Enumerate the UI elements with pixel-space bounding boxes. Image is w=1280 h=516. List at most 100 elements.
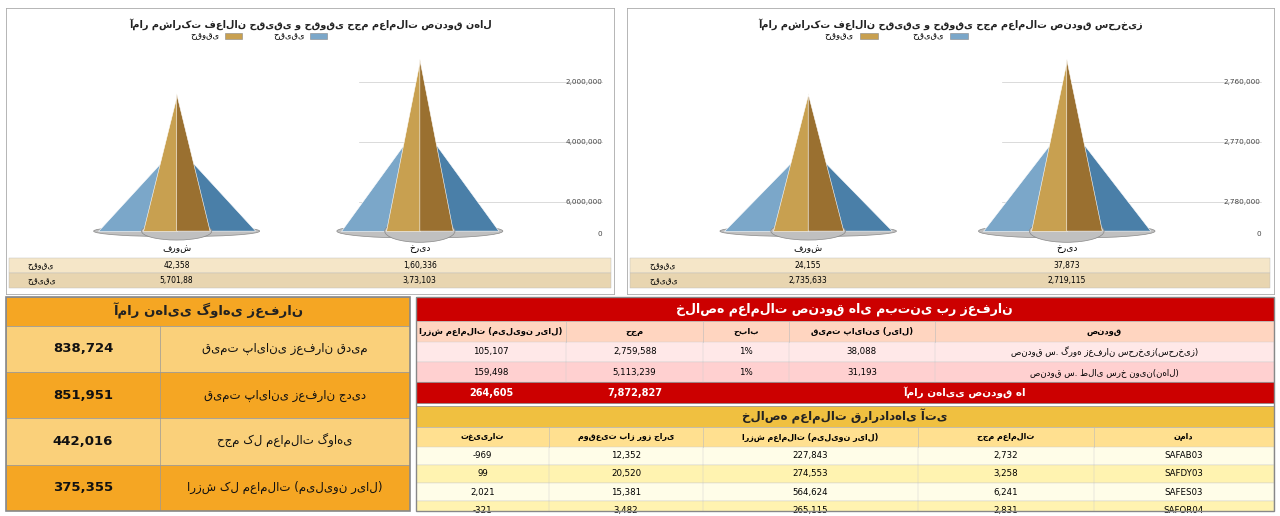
Bar: [6, 464, 410, 511]
Text: خرید: خرید: [1056, 244, 1078, 253]
Text: 5,701,88: 5,701,88: [160, 276, 193, 285]
Text: 3,482: 3,482: [614, 506, 639, 515]
Text: حجم معاملات: حجم معاملات: [977, 432, 1034, 442]
Text: 227,843: 227,843: [792, 451, 828, 460]
Text: 851,951: 851,951: [52, 389, 113, 401]
Bar: [416, 342, 1274, 362]
Text: 2,831: 2,831: [993, 506, 1018, 515]
Text: 265,115: 265,115: [792, 506, 828, 515]
Bar: [416, 483, 1274, 501]
Text: آمار نهایی گواهی زعفران: آمار نهایی گواهی زعفران: [113, 303, 303, 319]
Text: 7,872,827: 7,872,827: [607, 388, 662, 397]
Bar: [9, 273, 612, 288]
Text: خرید: خرید: [410, 244, 430, 253]
Text: 105,107: 105,107: [474, 347, 509, 357]
Polygon shape: [808, 145, 892, 231]
Text: حقوقی: حقوقی: [824, 31, 854, 41]
Text: فروش: فروش: [794, 244, 823, 253]
Text: صندوق س. طلای سرخ نوین(نهال): صندوق س. طلای سرخ نوین(نهال): [1030, 368, 1179, 377]
Ellipse shape: [142, 222, 211, 240]
Bar: [631, 273, 1270, 288]
Polygon shape: [340, 122, 420, 231]
Text: 15,381: 15,381: [611, 488, 641, 496]
Bar: [416, 297, 1274, 321]
Text: 274,553: 274,553: [792, 470, 828, 478]
Text: آمار مشارکت فعالان حقیقی و حقوقی حجم معاملات صندوق سحرخیز: آمار مشارکت فعالان حقیقی و حقوقی حجم معا…: [758, 18, 1143, 29]
Text: 1%: 1%: [740, 347, 753, 357]
Text: 375,355: 375,355: [52, 481, 113, 494]
Bar: [310, 33, 328, 39]
Polygon shape: [420, 59, 453, 231]
Text: آمار مشارکت فعالان حقیقی و حقوقی حجم معاملات صندوق نهال: آمار مشارکت فعالان حقیقی و حقوقی حجم معا…: [129, 18, 492, 29]
Text: 3,258: 3,258: [993, 470, 1018, 478]
Polygon shape: [1066, 59, 1102, 231]
Bar: [416, 321, 1274, 342]
Bar: [950, 33, 969, 39]
Text: 0: 0: [1256, 231, 1261, 237]
Text: قیمت پایانی زعفران جدید: قیمت پایانی زعفران جدید: [204, 389, 366, 401]
Polygon shape: [1066, 122, 1151, 231]
Text: نماد: نماد: [1174, 432, 1193, 442]
Text: حجم کل معاملات گواهی: حجم کل معاملات گواهی: [216, 434, 352, 448]
Bar: [860, 33, 878, 39]
Text: 2,732: 2,732: [993, 451, 1018, 460]
Text: SAFDY03: SAFDY03: [1164, 470, 1203, 478]
Text: SAFES03: SAFES03: [1165, 488, 1203, 496]
Text: حقیقی: حقیقی: [28, 276, 56, 285]
Text: حقوقی: حقوقی: [28, 261, 54, 270]
Text: حجم: حجم: [626, 327, 644, 336]
Bar: [225, 33, 242, 39]
Text: 2,735,633: 2,735,633: [788, 276, 828, 285]
Text: 6,000,000: 6,000,000: [566, 200, 603, 205]
Bar: [631, 259, 1270, 273]
Text: 38,088: 38,088: [847, 347, 877, 357]
Bar: [416, 501, 1274, 516]
Text: 2,780,000: 2,780,000: [1224, 200, 1261, 205]
Ellipse shape: [93, 225, 260, 237]
Text: -969: -969: [472, 451, 492, 460]
Text: خلاصه معاملات قراردادهای آتی: خلاصه معاملات قراردادهای آتی: [742, 409, 947, 424]
Text: حقوقی: حقوقی: [189, 31, 219, 41]
Text: حقیقی: حقیقی: [650, 276, 678, 285]
Text: 1,60,336: 1,60,336: [403, 261, 436, 270]
Polygon shape: [724, 145, 808, 231]
Text: 12,352: 12,352: [611, 451, 641, 460]
Bar: [416, 362, 1274, 382]
Polygon shape: [177, 145, 256, 231]
Text: 2,719,115: 2,719,115: [1047, 276, 1085, 285]
Bar: [416, 382, 1274, 402]
Text: حقیقی: حقیقی: [273, 31, 305, 41]
Text: SAFOR04: SAFOR04: [1164, 506, 1203, 515]
Ellipse shape: [978, 224, 1155, 238]
Text: خلاصه معاملات صندوق های مبتنی بر زعفران: خلاصه معاملات صندوق های مبتنی بر زعفران: [676, 302, 1014, 316]
Polygon shape: [97, 145, 177, 231]
Bar: [9, 259, 612, 273]
Polygon shape: [1032, 59, 1066, 231]
Text: 6,241: 6,241: [993, 488, 1018, 496]
Ellipse shape: [771, 222, 846, 240]
Text: 2,000,000: 2,000,000: [566, 79, 603, 85]
Ellipse shape: [719, 225, 896, 237]
Text: 264,605: 264,605: [468, 388, 513, 397]
Text: 838,724: 838,724: [52, 342, 113, 355]
Text: 564,624: 564,624: [792, 488, 828, 496]
Text: 2,021: 2,021: [470, 488, 495, 496]
Text: 0: 0: [598, 231, 603, 237]
Text: حباب: حباب: [733, 327, 759, 336]
Text: صندوق س. گروه زعفران سحرخیز(سحرخیز): صندوق س. گروه زعفران سحرخیز(سحرخیز): [1011, 346, 1198, 357]
Text: 2,760,000: 2,760,000: [1224, 79, 1261, 85]
Ellipse shape: [337, 224, 503, 238]
Text: 159,498: 159,498: [474, 368, 508, 377]
Bar: [6, 418, 410, 464]
Text: 1%: 1%: [740, 368, 753, 377]
Text: 31,193: 31,193: [847, 368, 877, 377]
Text: قیمت پایانی زعفران قدیم: قیمت پایانی زعفران قدیم: [202, 342, 367, 355]
Text: 20,520: 20,520: [611, 470, 641, 478]
Bar: [416, 446, 1274, 465]
Polygon shape: [773, 94, 808, 231]
Text: تغییرات: تغییرات: [461, 432, 504, 442]
Bar: [416, 465, 1274, 483]
Text: 442,016: 442,016: [52, 435, 113, 448]
Polygon shape: [983, 122, 1066, 231]
Polygon shape: [387, 59, 420, 231]
